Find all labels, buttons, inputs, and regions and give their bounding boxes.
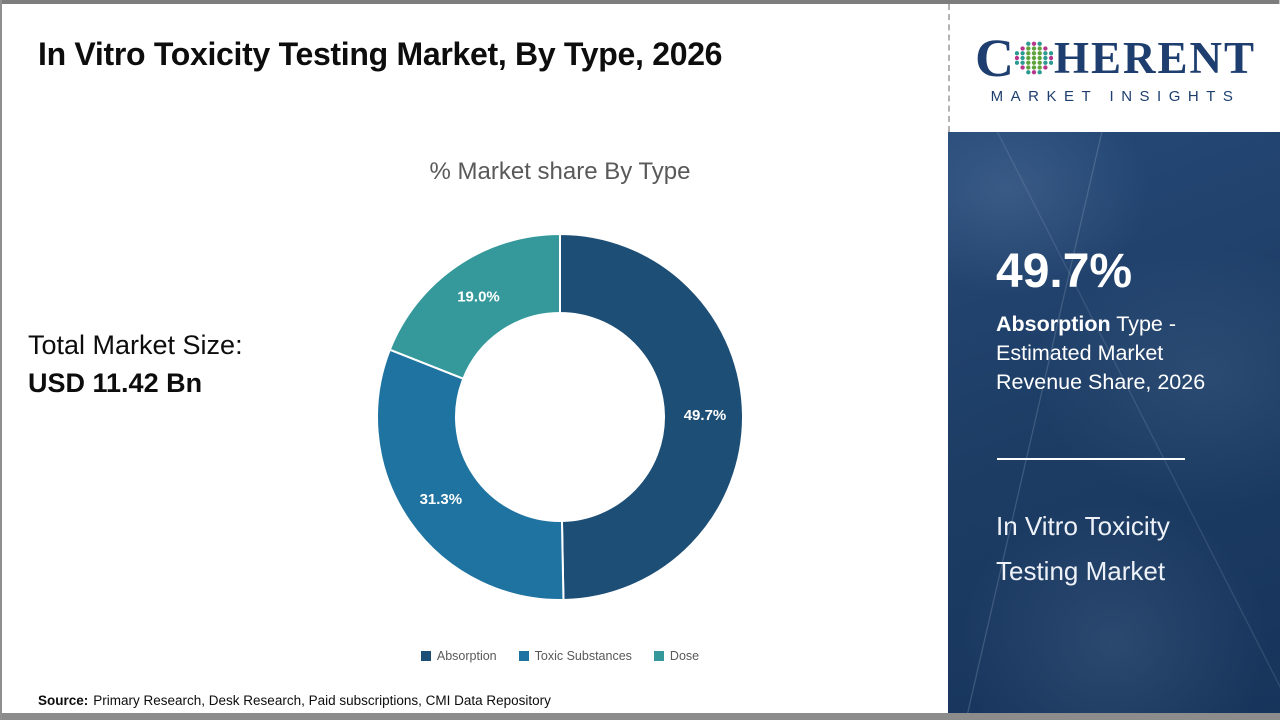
slice-label-absorption: 49.7% bbox=[684, 407, 727, 424]
legend-label: Toxic Substances bbox=[534, 649, 632, 663]
donut-slice-dose bbox=[388, 232, 561, 381]
sidebar-market-name: In Vitro Toxicity Testing Market bbox=[996, 504, 1170, 594]
chart-legend: Absorption Toxic Substances Dose bbox=[310, 649, 810, 663]
legend-item-absorption: Absorption bbox=[420, 649, 497, 663]
brand-logo: C HERENT MARKET INSIGHTS bbox=[948, 4, 1280, 132]
left-border bbox=[0, 0, 2, 720]
globe-dots-icon bbox=[1014, 41, 1053, 75]
slice-label-toxic-substances: 31.3% bbox=[420, 491, 463, 508]
total-market-value: USD 11.42 Bn bbox=[28, 368, 203, 398]
total-market-label: Total Market Size: bbox=[28, 330, 243, 360]
bottom-border bbox=[0, 713, 1280, 720]
highlight-sidebar: 49.7% Absorption Type - Estimated Market… bbox=[948, 132, 1280, 713]
source-label: Source: bbox=[38, 693, 89, 708]
source-text: Primary Research, Desk Research, Paid su… bbox=[93, 693, 551, 708]
brand-letter-c: C bbox=[974, 28, 1014, 88]
sidebar-type-name: Absorption bbox=[996, 312, 1111, 336]
top-border bbox=[0, 0, 1280, 4]
sidebar-type-rest: Type - Estimated Market Revenue Share, 2… bbox=[996, 312, 1206, 394]
donut-slice-toxic-substances bbox=[376, 348, 565, 601]
legend-swatch-icon bbox=[653, 651, 664, 661]
legend-label: Dose bbox=[669, 649, 700, 663]
brand-tagline: MARKET INSIGHTS bbox=[990, 88, 1241, 105]
brand-word-rest: HERENT bbox=[1053, 32, 1257, 83]
brand-wordmark: C HERENT bbox=[975, 31, 1256, 85]
sidebar-market-line2: Testing Market bbox=[996, 556, 1166, 586]
sidebar-headline-value: 49.7% bbox=[996, 245, 1133, 298]
chart-subtitle: % Market share By Type bbox=[429, 158, 691, 185]
total-market-size: Total Market Size: USD 11.42 Bn bbox=[28, 326, 243, 402]
sidebar-market-line1: In Vitro Toxicity bbox=[996, 511, 1170, 541]
slice-label-dose: 19.0% bbox=[457, 289, 500, 306]
source-line: Source: Primary Research, Desk Research, … bbox=[38, 693, 551, 708]
legend-swatch-icon bbox=[420, 651, 431, 661]
sidebar-divider bbox=[997, 458, 1185, 460]
legend-swatch-icon bbox=[518, 651, 529, 661]
legend-item-toxic-substances: Toxic Substances bbox=[518, 649, 632, 663]
sidebar-description: Absorption Type - Estimated Market Reven… bbox=[996, 310, 1238, 397]
legend-item-dose: Dose bbox=[653, 649, 700, 663]
donut-slice-absorption bbox=[559, 232, 744, 601]
page-title: In Vitro Toxicity Testing Market, By Typ… bbox=[38, 36, 723, 72]
donut-chart: 49.7% 31.3% 19.0% bbox=[370, 227, 750, 607]
donut-chart-svg: 49.7% 31.3% 19.0% bbox=[376, 232, 744, 601]
legend-label: Absorption bbox=[436, 649, 497, 663]
